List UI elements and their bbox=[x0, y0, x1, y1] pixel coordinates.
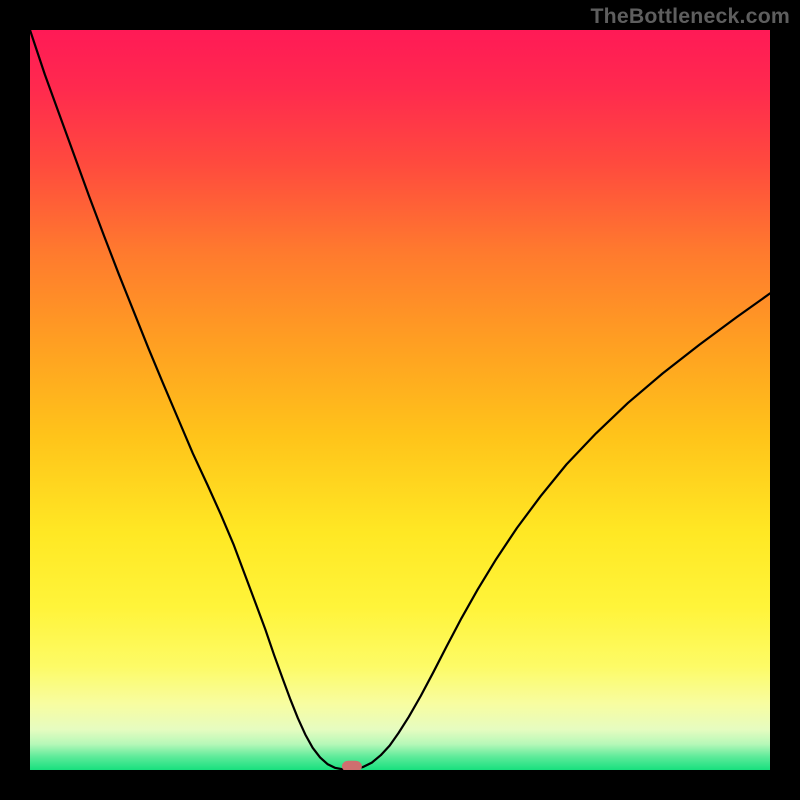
chart-frame: TheBottleneck.com bbox=[0, 0, 800, 800]
optimum-marker bbox=[342, 761, 362, 770]
watermark-text: TheBottleneck.com bbox=[590, 4, 790, 29]
plot-background bbox=[30, 30, 770, 770]
bottleneck-plot bbox=[30, 30, 770, 770]
